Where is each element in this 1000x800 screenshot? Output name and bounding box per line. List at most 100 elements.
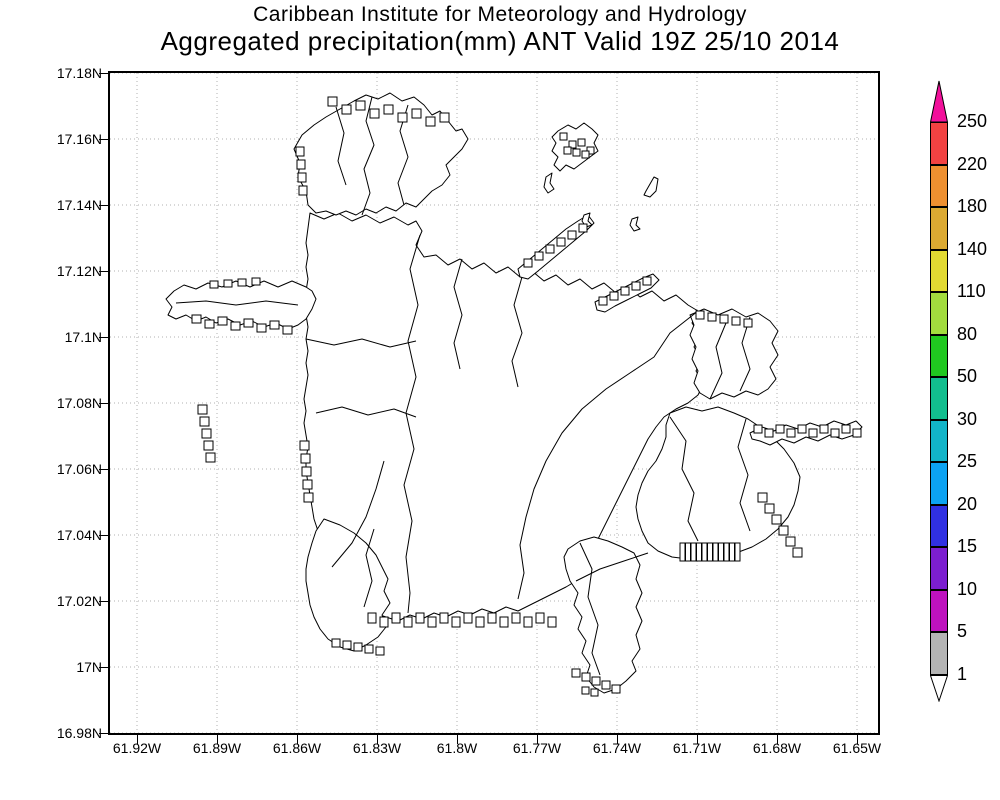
coastal-cell xyxy=(581,672,591,682)
coastal-cell xyxy=(296,159,306,170)
colorbar-segment xyxy=(930,504,948,547)
colorbar-segment xyxy=(930,334,948,377)
coastal-cell xyxy=(545,244,555,254)
lon-tick-label: 61.68W xyxy=(752,740,802,756)
coastal-cell xyxy=(572,148,581,157)
islet-small-1 xyxy=(543,172,555,194)
colorbar-label: 50 xyxy=(957,366,978,387)
coastal-cell xyxy=(191,314,202,324)
colorbar-up-arrow xyxy=(930,80,948,123)
colorbar-label: 20 xyxy=(957,493,978,514)
coastal-cell xyxy=(786,428,796,438)
colorbar-label: 30 xyxy=(957,408,978,429)
coastal-cell xyxy=(775,424,785,434)
lon-tick xyxy=(537,735,538,744)
coastal-cell xyxy=(295,146,305,157)
plot-title: Aggregated precipitation(mm) ANT Valid 1… xyxy=(160,26,840,56)
coastal-cell xyxy=(601,680,611,690)
coastal-cell xyxy=(230,321,241,331)
coastal-cell xyxy=(463,612,473,624)
watershed-boundaries xyxy=(175,96,751,676)
coastal-cell xyxy=(707,312,717,322)
coastal-cell xyxy=(475,616,485,628)
coastal-cell xyxy=(578,223,588,233)
coastal-cell xyxy=(792,547,803,558)
lat-tick-label: 17.04N xyxy=(56,527,102,543)
coastal-cell xyxy=(282,325,293,335)
lat-tick xyxy=(99,403,108,404)
coastal-cell xyxy=(375,646,385,656)
coastal-cell xyxy=(209,280,219,289)
lat-tick-label: 17.08N xyxy=(56,395,102,411)
coastal-cell xyxy=(297,172,307,183)
institution-title: Caribbean Institute for Meteorology and … xyxy=(253,3,747,26)
coastal-cell xyxy=(397,112,408,123)
coastal-cell xyxy=(301,466,312,477)
lon-tick xyxy=(777,735,778,744)
lat-tick-label: 17.14N xyxy=(56,197,102,213)
lon-tick-label: 61.86W xyxy=(272,740,322,756)
coastal-cell xyxy=(771,514,782,525)
lat-tick xyxy=(99,667,108,668)
lon-tick xyxy=(297,735,298,744)
coastal-cell xyxy=(598,296,608,306)
coastal-cell xyxy=(427,616,437,628)
coastal-cell xyxy=(642,276,652,286)
colorbar-segment xyxy=(930,249,948,292)
coastal-cell xyxy=(439,612,449,624)
coastal-cell xyxy=(298,185,308,196)
lon-tick xyxy=(377,735,378,744)
islet-small-4 xyxy=(629,216,641,232)
lon-tick xyxy=(857,735,858,744)
coastal-cell xyxy=(205,452,216,463)
colorbar-label: 1 xyxy=(957,663,968,684)
coastal-cell xyxy=(577,138,586,147)
coastal-cell xyxy=(223,279,233,288)
lat-tick xyxy=(99,205,108,206)
coastal-cell xyxy=(256,323,267,333)
coastal-catchment-cells xyxy=(191,96,862,697)
coastal-cell xyxy=(341,104,352,115)
lat-tick xyxy=(99,139,108,140)
colorbar-segment xyxy=(930,632,948,675)
colorbar-label: 180 xyxy=(957,196,988,217)
lat-tick-label: 17.18N xyxy=(56,65,102,81)
coastal-cell xyxy=(556,237,566,247)
coastal-cell xyxy=(342,640,352,650)
colorbar-label: 110 xyxy=(957,281,986,302)
coastal-cell xyxy=(568,140,577,149)
colorbar-segment xyxy=(930,164,948,207)
lon-tick-label: 61.77W xyxy=(512,740,562,756)
lat-tick-label: 17.12N xyxy=(56,263,102,279)
colorbar-segment xyxy=(930,589,948,632)
lat-tick-label: 16.98N xyxy=(56,725,102,741)
coastal-cell xyxy=(778,525,789,536)
coastal-cell xyxy=(201,428,212,439)
coastal-cell xyxy=(199,416,210,427)
coastal-cell xyxy=(331,638,341,648)
coastal-cell xyxy=(303,492,314,503)
precipitation-colorbar: 250 220 180 140 110 80 50 30 25 20 15 10 5 1 xyxy=(930,80,1000,730)
colorbar-segment xyxy=(930,207,948,250)
coastal-cell xyxy=(581,686,590,695)
coastal-cell xyxy=(757,492,768,503)
lon-tick xyxy=(137,735,138,744)
coastal-cell xyxy=(197,404,208,415)
lat-tick-label: 17.1N xyxy=(64,329,102,345)
coastal-cell xyxy=(535,612,545,624)
colorbar-label: 5 xyxy=(957,621,968,642)
colorbar-segment xyxy=(930,419,948,462)
coastal-cell xyxy=(299,440,310,451)
coastal-cell xyxy=(411,108,422,119)
colorbar-label: 220 xyxy=(957,153,988,174)
coastline-north-head xyxy=(293,92,469,216)
coastal-cell xyxy=(327,96,338,107)
coastal-cell xyxy=(690,542,697,562)
coastal-cell xyxy=(696,542,702,562)
coastal-cell xyxy=(559,132,568,141)
colorbar-segment xyxy=(930,122,948,165)
coastal-cell xyxy=(819,424,829,434)
lat-tick-label: 17N xyxy=(76,659,102,675)
coastal-cell xyxy=(300,453,311,464)
colorbar-label: 15 xyxy=(957,536,978,557)
